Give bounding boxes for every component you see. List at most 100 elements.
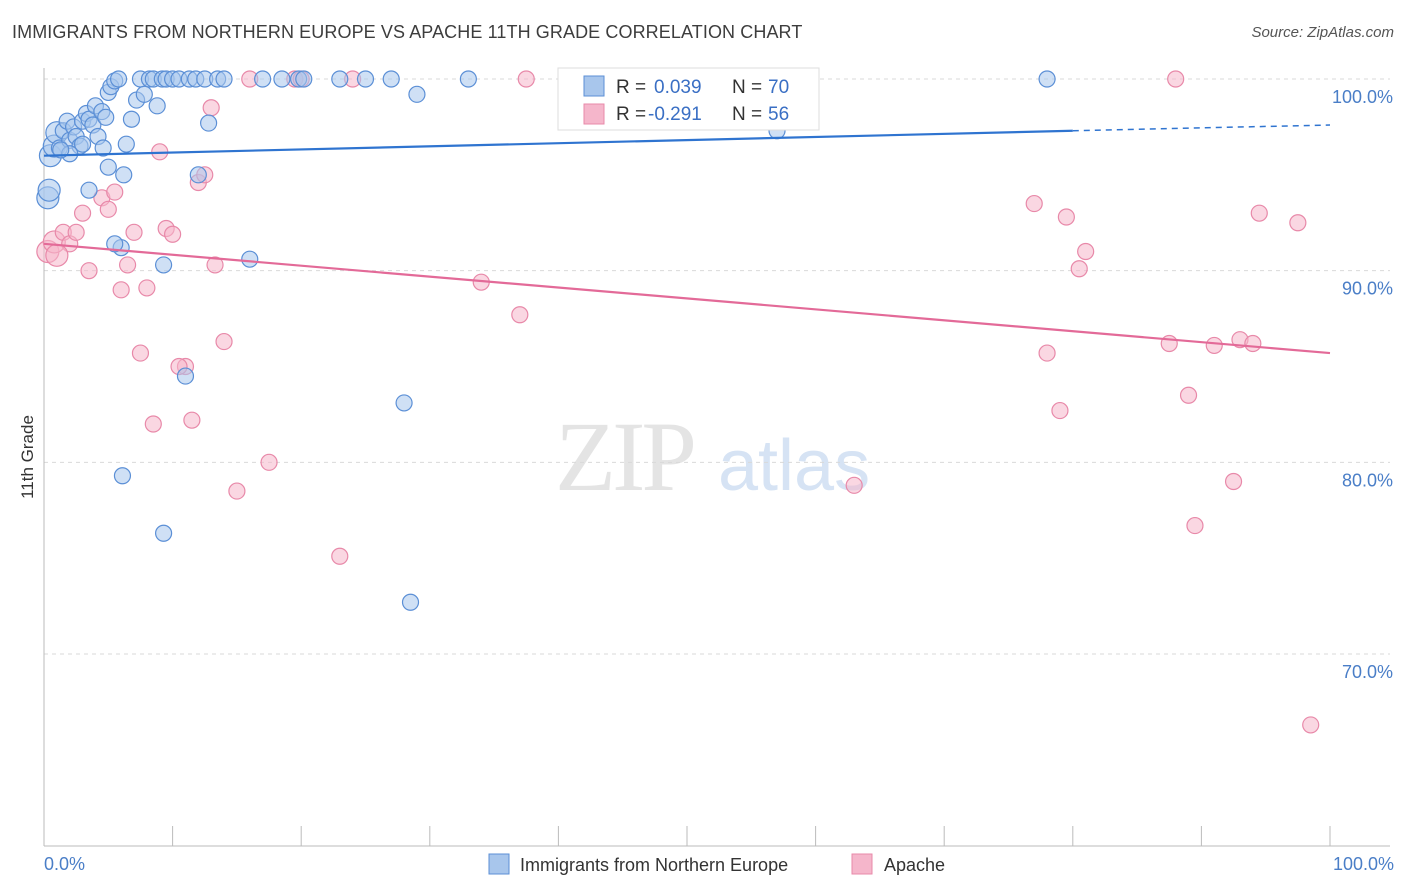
northern-europe-point [94, 139, 112, 157]
apache-point [517, 70, 535, 88]
y-axis-label: 11th Grade [18, 415, 37, 499]
legend-blue-n-label: N = [732, 77, 762, 98]
x-tick-label-min: 0.0% [44, 854, 85, 874]
northern-europe-point [295, 70, 313, 88]
legend-pink-r-value: -0.291 [648, 104, 702, 125]
northern-europe-point [122, 110, 141, 128]
watermark-zip: ZIP [555, 401, 693, 512]
northern-europe-point [52, 141, 70, 159]
trend-lines [43, 124, 1331, 355]
apache-point [144, 415, 162, 433]
apache-point [112, 281, 130, 299]
source-credit: Source: ZipAtlas.com [1251, 24, 1394, 41]
apache-point [845, 476, 863, 494]
legend-pink-r-label: R = [616, 104, 646, 125]
northern-europe-point [135, 85, 153, 103]
y-tick-label: 70.0% [1342, 662, 1393, 682]
apache-point [1057, 208, 1075, 226]
legend-pink-n-label: N = [732, 104, 762, 125]
northern-europe-point [80, 181, 98, 199]
apache-point [1186, 516, 1204, 535]
apache-point [1302, 716, 1320, 734]
apache-point [215, 332, 233, 351]
northern-europe-point [254, 70, 272, 88]
apache-point [1167, 70, 1185, 88]
northern-europe-trend-extension [1072, 124, 1331, 132]
legend-pink-swatch [583, 103, 605, 125]
northern-europe-point [99, 158, 117, 176]
apache-trend-line [43, 242, 1331, 355]
northern-europe-point [382, 70, 400, 88]
x-tick-label-max: 100.0% [1333, 854, 1394, 874]
apache-point [80, 262, 98, 280]
northern-europe-point [189, 166, 207, 184]
apache-point [1224, 472, 1243, 491]
apache-point [1205, 336, 1223, 355]
apache-point [118, 256, 137, 274]
watermark-atlas: atlas [718, 426, 870, 506]
northern-europe-point [459, 70, 477, 88]
northern-europe-point [273, 70, 291, 88]
northern-europe-point [117, 135, 135, 153]
northern-europe-point [408, 85, 426, 103]
series-legend-blue-swatch [488, 853, 510, 875]
northern-europe-point [148, 97, 166, 115]
series-legend-blue-label: Immigrants from Northern Europe [520, 855, 788, 875]
apache-point [1025, 194, 1043, 213]
apache-point [260, 453, 278, 471]
apache-point [131, 344, 150, 362]
apache-point [511, 306, 529, 324]
northern-europe-point [200, 114, 218, 132]
y-tick-label: 100.0% [1332, 87, 1393, 107]
apache-point [138, 279, 156, 297]
northern-europe-point [176, 367, 195, 385]
northern-europe-point [401, 593, 420, 611]
apache-point [73, 204, 92, 222]
northern-europe-point [356, 70, 375, 88]
northern-europe-point [73, 135, 92, 153]
northern-europe-point [115, 166, 133, 184]
northern-europe-point [37, 178, 61, 202]
apache-points [36, 70, 1320, 734]
legend-blue-n-value: 70 [768, 77, 789, 98]
northern-europe-point [113, 467, 132, 485]
apache-point [1070, 260, 1088, 278]
apache-point [183, 411, 201, 429]
legend-pink-n-value: 56 [768, 104, 789, 125]
apache-point [1038, 344, 1056, 362]
apache-point [1051, 401, 1069, 420]
northern-europe-point [97, 108, 115, 126]
legend-blue-r-value: 0.039 [654, 77, 702, 98]
apache-point [106, 183, 124, 201]
apache-point [1077, 242, 1095, 261]
apache-point [206, 256, 224, 274]
apache-point [331, 547, 349, 565]
apache-point [45, 243, 69, 267]
apache-point [1179, 386, 1198, 404]
apache-point [125, 223, 143, 241]
apache-point [228, 482, 246, 500]
northern-europe-point [1038, 70, 1056, 88]
apache-point [99, 200, 117, 218]
northern-europe-point [106, 235, 124, 253]
series-legend-pink-label: Apache [884, 855, 945, 875]
northern-europe-point [154, 524, 173, 542]
legend-blue-swatch [583, 75, 605, 97]
y-tick-labels: 100.0% 90.0% 80.0% 70.0% [1332, 87, 1393, 682]
northern-europe-point [395, 394, 413, 412]
northern-europe-point [215, 70, 233, 88]
apache-point [1250, 204, 1268, 222]
apache-point [202, 99, 220, 117]
series-legend-pink-swatch [851, 853, 873, 875]
apache-point [1289, 214, 1307, 232]
northern-europe-point [331, 70, 349, 88]
northern-europe-point [241, 250, 259, 268]
series-legend: Immigrants from Northern Europe Apache [488, 853, 945, 875]
northern-europe-points [36, 70, 1056, 611]
y-tick-label: 90.0% [1342, 279, 1393, 299]
apache-point [164, 225, 182, 243]
northern-europe-point [154, 256, 173, 274]
stats-legend: R = 0.039 N = 70 R = -0.291 N = 56 [557, 67, 820, 131]
chart-title: IMMIGRANTS FROM NORTHERN EUROPE VS APACH… [12, 22, 803, 42]
apache-point [1244, 334, 1262, 353]
